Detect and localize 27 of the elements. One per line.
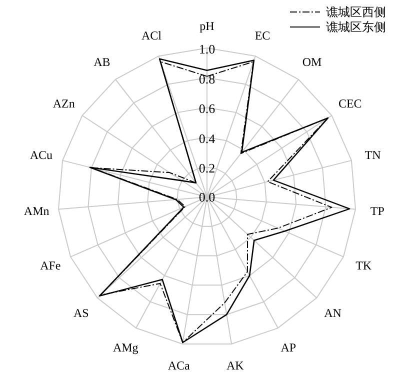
spoke-label: pH: [200, 19, 215, 33]
spoke-label: AZn: [52, 96, 75, 110]
y-tick-label: 0.6: [198, 101, 216, 116]
spoke-label: AFe: [40, 258, 61, 273]
spoke-label: AK: [226, 358, 244, 373]
spoke-label: AMn: [24, 204, 50, 218]
spoke-label: EC: [254, 28, 270, 42]
spoke-label: TK: [356, 258, 372, 273]
spoke-label: OM: [302, 55, 322, 70]
spoke-label: AS: [74, 306, 89, 320]
spoke-label: AMg: [112, 340, 138, 354]
y-tick-label: 0.0: [198, 190, 216, 204]
y-tick-label: 0.4: [198, 130, 216, 146]
spoke-label: TP: [370, 204, 385, 218]
spoke-label: AB: [94, 55, 110, 70]
spoke-label: ACu: [30, 148, 53, 162]
spoke-label: TN: [364, 148, 382, 162]
y-tick-label: 0.2: [198, 160, 216, 176]
spoke-label: ACl: [141, 28, 162, 42]
legend-label: 谯城区东侧: [326, 20, 386, 34]
spoke-label: AP: [280, 340, 296, 354]
y-tick-label: 1.0: [198, 42, 216, 56]
legend-label: 谯城区西侧: [326, 5, 386, 19]
spoke-label: AN: [324, 306, 342, 320]
spoke-label: ACa: [168, 358, 191, 373]
y-tick-label: 0.8: [198, 71, 216, 86]
spoke-label: CEC: [338, 96, 362, 110]
